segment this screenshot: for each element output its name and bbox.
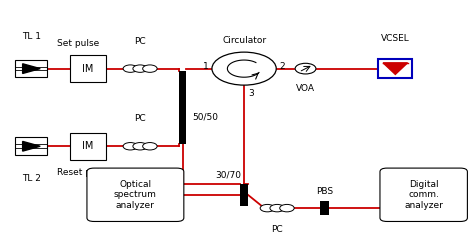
Text: PC: PC bbox=[134, 37, 146, 46]
Text: VCSEL: VCSEL bbox=[381, 34, 410, 43]
Text: PC: PC bbox=[271, 225, 283, 234]
Text: 30/70: 30/70 bbox=[216, 170, 242, 179]
FancyBboxPatch shape bbox=[71, 55, 106, 82]
Circle shape bbox=[133, 65, 147, 72]
Circle shape bbox=[143, 65, 157, 72]
FancyBboxPatch shape bbox=[380, 168, 467, 222]
Text: PC: PC bbox=[134, 114, 146, 123]
Circle shape bbox=[260, 204, 274, 212]
Text: 3: 3 bbox=[248, 89, 254, 98]
Text: IM: IM bbox=[82, 141, 94, 151]
Polygon shape bbox=[23, 64, 40, 73]
Bar bbox=[16, 60, 47, 77]
Text: Set pulse: Set pulse bbox=[57, 39, 100, 48]
Circle shape bbox=[295, 63, 316, 74]
Circle shape bbox=[123, 65, 137, 72]
FancyBboxPatch shape bbox=[87, 168, 184, 222]
Bar bbox=[179, 71, 186, 144]
Bar bbox=[378, 59, 412, 78]
Circle shape bbox=[212, 52, 276, 85]
Polygon shape bbox=[23, 142, 40, 151]
Text: 50/50: 50/50 bbox=[192, 113, 218, 122]
Bar bbox=[240, 184, 248, 206]
Bar bbox=[16, 137, 47, 155]
Circle shape bbox=[143, 142, 157, 150]
Text: Circulator: Circulator bbox=[222, 36, 266, 45]
Text: 1: 1 bbox=[203, 62, 209, 71]
Text: Digital
comm.
analyzer: Digital comm. analyzer bbox=[404, 180, 443, 210]
Text: IM: IM bbox=[82, 64, 94, 74]
Circle shape bbox=[270, 204, 284, 212]
Text: TL 1: TL 1 bbox=[22, 32, 41, 41]
Text: TL 2: TL 2 bbox=[22, 174, 41, 183]
FancyBboxPatch shape bbox=[71, 133, 106, 160]
Polygon shape bbox=[383, 63, 408, 74]
Text: Reset pulse: Reset pulse bbox=[57, 168, 110, 177]
Text: Optical
spectrum
analyzer: Optical spectrum analyzer bbox=[114, 180, 157, 210]
Text: VOA: VOA bbox=[296, 84, 315, 93]
Circle shape bbox=[280, 204, 294, 212]
Text: PBS: PBS bbox=[316, 187, 333, 196]
Text: 2: 2 bbox=[280, 62, 285, 71]
Circle shape bbox=[133, 142, 147, 150]
Bar bbox=[319, 202, 329, 215]
Circle shape bbox=[123, 142, 137, 150]
